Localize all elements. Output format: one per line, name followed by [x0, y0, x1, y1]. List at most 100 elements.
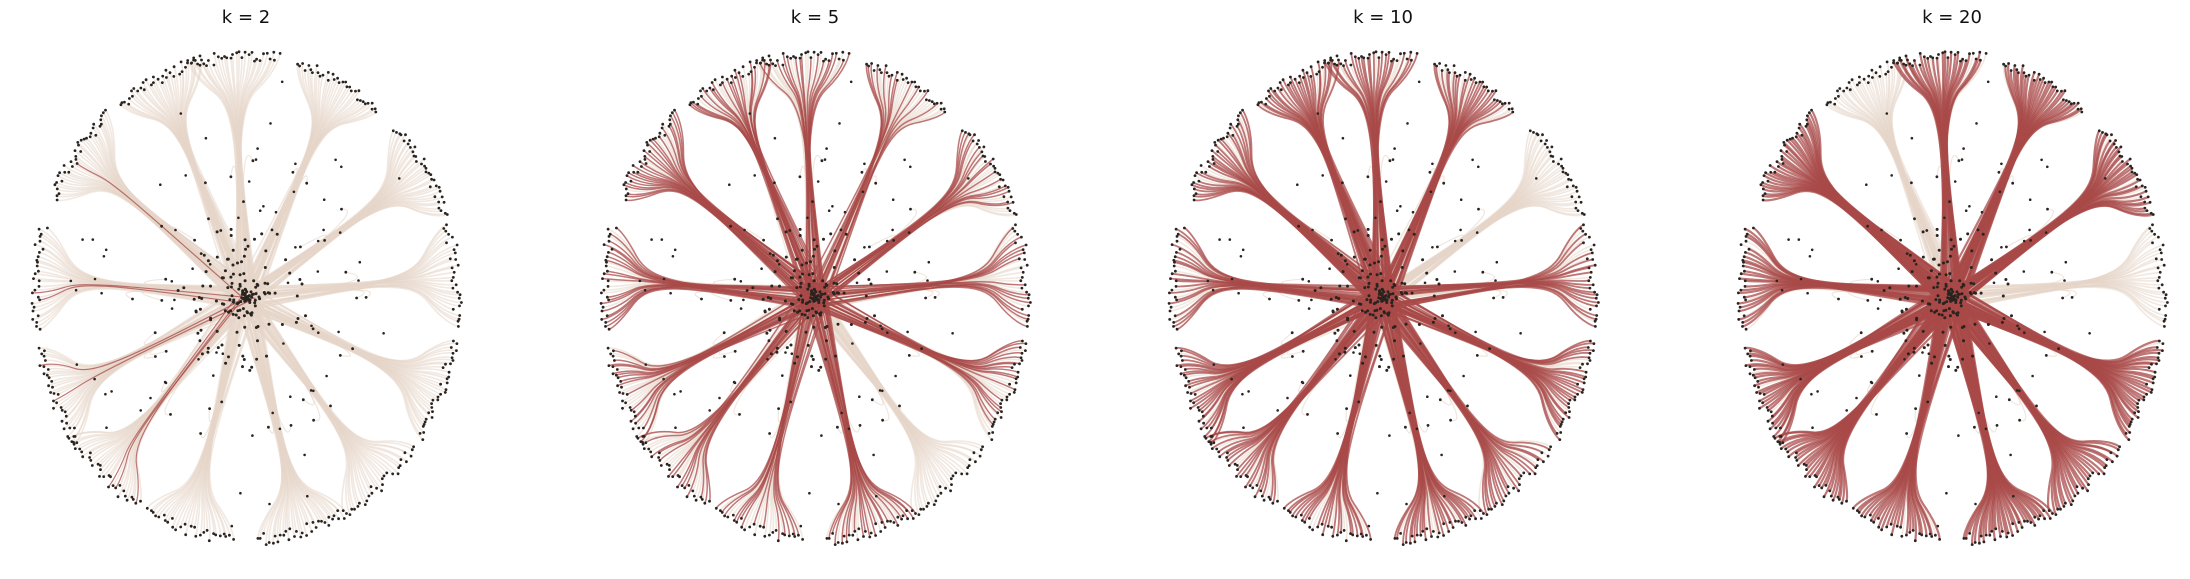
leaf-node	[607, 239, 611, 243]
center-node	[235, 330, 239, 334]
faint-edge	[1387, 195, 1573, 287]
leaf-node	[1503, 101, 1507, 105]
leaf-node	[2142, 395, 2146, 399]
inner-node	[1885, 112, 1889, 115]
center-node	[1401, 249, 1405, 253]
highlighted-edge	[32, 284, 256, 299]
center-node	[806, 316, 810, 320]
leaf-node	[2163, 296, 2167, 300]
leaf-node	[2160, 283, 2164, 287]
leaf-node	[2086, 477, 2090, 481]
leaf-node	[396, 472, 400, 476]
center-node	[215, 329, 219, 333]
leaf-node	[309, 68, 313, 72]
leaf-node	[305, 534, 308, 537]
leaf-node	[207, 539, 211, 543]
leaf-node	[604, 258, 608, 262]
faint-edge	[1891, 59, 1952, 287]
leaf-node	[949, 489, 952, 493]
inner-node	[870, 398, 874, 402]
inner-node	[875, 494, 878, 498]
leaf-node	[2002, 62, 2005, 66]
leaf-node	[2128, 157, 2132, 161]
leaf-node	[38, 239, 42, 243]
center-node	[800, 248, 804, 252]
center-node	[198, 307, 202, 311]
leaf-node	[30, 302, 34, 305]
inner-node	[1301, 277, 1305, 281]
leaf-node	[36, 314, 40, 318]
center-node	[241, 354, 245, 358]
inner-node	[838, 122, 841, 125]
leaf-node	[1590, 251, 1594, 255]
leaf-node	[1380, 50, 1384, 54]
inner-node	[1276, 409, 1279, 412]
leaf-node	[734, 76, 737, 79]
inner-node	[282, 342, 285, 345]
leaf-node	[1473, 76, 1476, 80]
leaf-node	[683, 486, 687, 490]
leaf-node	[1168, 309, 1172, 313]
leaf-node	[1016, 232, 1019, 236]
center-node	[1920, 299, 1924, 303]
highlighted-edge	[806, 57, 825, 306]
faint-edge	[813, 308, 920, 515]
leaf-node	[1851, 506, 1855, 510]
center-node	[825, 339, 828, 343]
leaf-node	[841, 50, 845, 54]
inner-node	[258, 209, 262, 212]
leaf-node	[616, 384, 619, 388]
inner-node	[669, 291, 672, 295]
leaf-node	[918, 89, 922, 93]
leaf-node	[1392, 57, 1395, 61]
leaf-node	[980, 150, 984, 154]
leaf-node	[1437, 531, 1441, 535]
highlighted-edge	[803, 186, 1009, 310]
leaf-node	[311, 521, 315, 524]
center-node	[817, 301, 821, 304]
center-node	[1972, 291, 1976, 295]
center-node	[798, 227, 802, 231]
highlighted-edge	[1386, 293, 1420, 539]
center-node	[1937, 263, 1941, 267]
leaf-node	[370, 491, 374, 495]
leaf-node	[272, 541, 275, 545]
center-node	[1960, 285, 1964, 289]
inner-node	[247, 180, 251, 183]
center-node	[1949, 238, 1953, 242]
leaf-node	[2135, 173, 2139, 177]
inner-node	[294, 162, 297, 166]
center-node	[228, 298, 232, 302]
leaf-node	[43, 349, 46, 353]
leaf-node	[1776, 440, 1780, 443]
leaf-node	[79, 150, 83, 153]
center-node	[242, 358, 246, 361]
highlighted-edge	[1382, 282, 1599, 304]
leaf-node	[791, 532, 795, 536]
leaf-node	[1586, 346, 1590, 349]
inner-node	[1977, 411, 1980, 415]
leaf-node	[262, 52, 265, 56]
leaf-node	[1510, 107, 1514, 111]
highlighted-edge	[1945, 204, 2154, 307]
leaf-node	[923, 89, 926, 93]
leaf-node	[1762, 174, 1766, 178]
inner-node	[739, 280, 743, 283]
inner-node	[1446, 389, 1450, 392]
highlighted-edge	[643, 150, 819, 297]
center-node	[1938, 298, 1942, 302]
leaf-node	[703, 501, 707, 505]
leaf-node	[1229, 122, 1233, 126]
center-node	[1410, 291, 1414, 295]
center-node	[771, 253, 775, 257]
leaf-node	[1225, 135, 1229, 139]
leaf-node	[314, 526, 318, 529]
highlighted-edge	[613, 290, 825, 367]
inner-node	[1474, 330, 1477, 334]
leaf-node	[49, 391, 52, 394]
inner-node	[81, 238, 84, 241]
inner-node	[139, 409, 142, 412]
center-node	[1986, 323, 1990, 326]
leaf-node	[1200, 170, 1204, 174]
highlighted-edge	[1336, 289, 1390, 536]
